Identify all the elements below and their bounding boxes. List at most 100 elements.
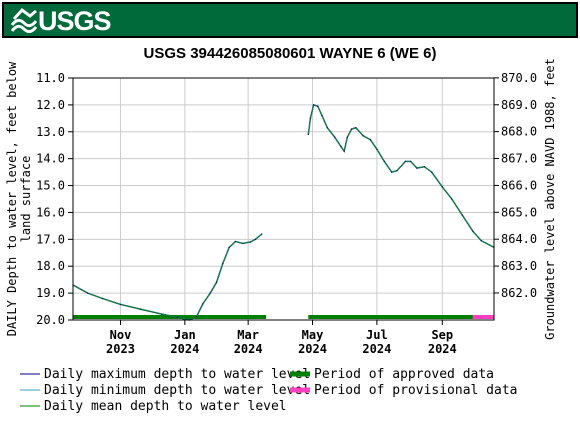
right-tick-label: 865.0 <box>501 205 537 219</box>
right-tick-label: 866.0 <box>501 178 537 192</box>
series-line-mean <box>72 233 263 321</box>
approval-bar-approved <box>73 315 267 319</box>
grid-lines <box>73 77 494 321</box>
series-lines <box>72 104 495 321</box>
data-point <box>87 292 89 294</box>
data-point <box>139 308 142 310</box>
data-point <box>222 262 224 265</box>
usgs-logo-icon <box>10 7 38 33</box>
legend-label-max: Daily maximum depth to water level <box>44 367 310 382</box>
left-axis-title-line2: land surface <box>19 156 33 243</box>
left-tick-label: 13.0 <box>36 125 65 139</box>
left-axis-title-line1: DAILY Depth to water level, feet below <box>5 61 19 336</box>
usgs-logo-text: USGS <box>38 6 112 36</box>
plot-frame <box>72 77 495 321</box>
data-point <box>410 160 412 162</box>
data-point <box>249 241 251 243</box>
data-point <box>383 160 385 162</box>
approval-bar-provisional <box>472 315 494 319</box>
series-line-max <box>307 104 495 249</box>
left-tick-label: 17.0 <box>36 232 65 246</box>
data-point <box>346 136 348 138</box>
data-point <box>254 238 257 240</box>
approval-bar-approved <box>308 315 473 319</box>
data-point <box>215 281 218 283</box>
usgs-banner: USGS <box>2 2 578 38</box>
data-point <box>326 127 328 129</box>
x-tick-month: Jan <box>174 328 196 342</box>
series-line-mean <box>307 104 495 248</box>
right-tick-label: 870.0 <box>501 71 537 85</box>
data-point <box>343 150 345 152</box>
data-point <box>202 303 204 305</box>
data-point <box>416 167 418 169</box>
data-point <box>355 127 357 129</box>
right-tick-label: 868.0 <box>501 125 537 139</box>
series-line-min <box>72 233 263 321</box>
data-point <box>423 166 425 168</box>
data-point <box>209 292 211 294</box>
data-point <box>480 240 482 242</box>
x-tick-year: 2024 <box>170 342 199 356</box>
data-point <box>404 160 406 162</box>
data-point <box>391 171 393 173</box>
x-tick-year: 2024 <box>298 342 327 356</box>
data-point <box>161 313 163 315</box>
data-point <box>461 214 463 216</box>
data-point <box>441 186 443 188</box>
data-point <box>451 198 453 200</box>
data-point <box>369 139 372 141</box>
left-tick-label: 15.0 <box>36 179 65 193</box>
x-tick-year: 2024 <box>428 342 457 356</box>
data-point <box>119 303 122 306</box>
left-tick-label: 14.0 <box>36 152 65 166</box>
left-tick-label: 12.0 <box>36 98 65 112</box>
right-tick-label: 867.0 <box>501 152 537 166</box>
left-tick-label: 18.0 <box>36 259 65 273</box>
data-point <box>309 117 312 119</box>
left-tick-label: 16.0 <box>36 205 65 219</box>
left-tick-label: 11.0 <box>36 71 65 85</box>
series-line-max <box>72 233 263 321</box>
data-point <box>101 297 104 300</box>
data-point <box>176 316 179 318</box>
right-axis-title: Groundwater level above NAVD 1988, feet <box>543 58 557 340</box>
x-tick-year: 2024 <box>234 342 263 356</box>
data-point <box>242 242 244 244</box>
legend-label-min: Daily minimum depth to water level <box>44 383 310 398</box>
x-tick-month: May <box>302 328 324 342</box>
data-point <box>362 135 364 137</box>
legend: Daily maximum depth to water levelDaily … <box>20 367 518 414</box>
right-tick-label: 862.0 <box>501 286 537 300</box>
x-tick-month: Nov <box>110 328 132 342</box>
left-axis: 11.0 12.0 13.0 14.0 15.0 16.0 17.0 18.0 19.0 20.0 <box>36 71 73 327</box>
data-point <box>307 133 309 136</box>
data-point <box>340 145 342 148</box>
legend-label-mean: Daily mean depth to water level <box>44 399 287 414</box>
data-point <box>228 246 230 248</box>
right-tick-label: 869.0 <box>501 98 537 112</box>
data-point <box>234 240 237 243</box>
x-tick-month: Mar <box>237 328 259 342</box>
data-point <box>350 128 353 130</box>
data-point <box>472 230 474 232</box>
data-point <box>261 233 263 235</box>
data-point <box>312 104 315 106</box>
data-point <box>317 105 319 107</box>
data-point <box>376 148 378 150</box>
data-point <box>195 316 198 318</box>
right-tick-label: 864.0 <box>501 232 537 246</box>
x-axis: Nov2023Jan2024Mar2024May2024Jul2024Sep20… <box>106 320 457 356</box>
right-tick-label: 863.0 <box>501 259 537 273</box>
x-tick-year: 2024 <box>362 342 391 356</box>
x-tick-month: Sep <box>431 328 453 342</box>
series-line-min <box>307 104 495 248</box>
right-axis: 870.0 869.0 868.0 867.0 866.0 865.0 864.0 863.0… <box>494 71 537 300</box>
data-point <box>321 115 323 117</box>
data-point <box>334 136 336 138</box>
chart-title: USGS 394426085080601 WAYNE 6 (WE 6) <box>144 45 437 62</box>
legend-label-provisional: Period of provisional data <box>314 383 518 398</box>
left-tick-label: 20.0 <box>36 313 65 327</box>
x-tick-month: Jul <box>366 328 388 342</box>
